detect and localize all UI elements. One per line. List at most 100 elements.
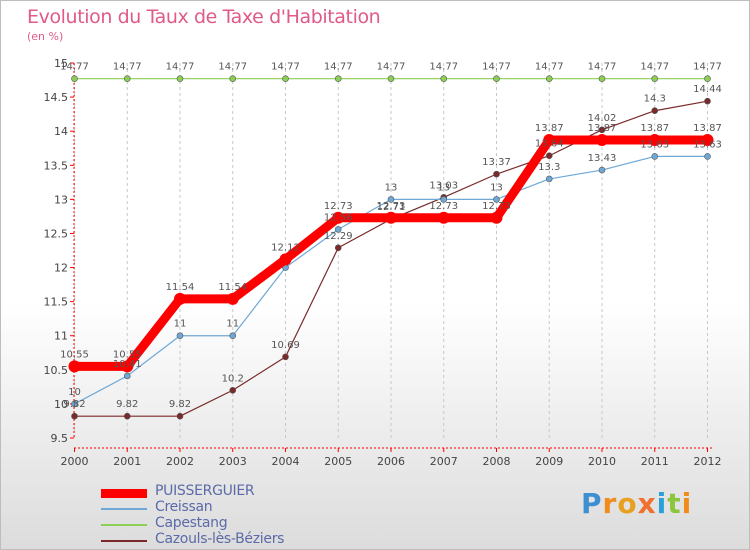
data-label-puisserguier: 10.55: [113, 349, 142, 360]
x-tick-label: 2010: [588, 455, 616, 468]
data-label-creissan: 13: [385, 182, 398, 193]
data-point-cazouls-2001: [123, 412, 131, 420]
data-label-capestang: 14.77: [693, 62, 722, 73]
logo-letter: P: [581, 487, 603, 520]
data-point-capestang-2007: [440, 75, 448, 82]
y-tick-label: 10: [54, 398, 68, 411]
data-point-puisserguier-2010: [596, 134, 608, 147]
data-point-creissan-2001: [123, 372, 131, 380]
data-point-puisserguier-2011: [648, 134, 661, 147]
data-point-creissan-2008: [493, 196, 500, 203]
data-label-creissan: 13: [437, 182, 450, 193]
data-label-puisserguier: 12.73: [482, 201, 511, 212]
y-tick-label: 11: [54, 330, 68, 343]
data-point-creissan-2007: [440, 196, 448, 203]
logo-letter: i: [681, 487, 693, 520]
data-label-capestang: 14.77: [271, 62, 300, 73]
x-tick-label: 2009: [535, 455, 563, 468]
chart-title: Evolution du Taux de Taxe d'Habitation: [27, 6, 381, 28]
x-tick-label: 2008: [483, 455, 511, 468]
legend-label-capestang: Capestang: [155, 515, 228, 531]
data-point-puisserguier-2007: [437, 211, 450, 224]
data-point-capestang-2006: [387, 75, 395, 82]
data-point-capestang-2011: [651, 75, 659, 82]
data-point-puisserguier-2004: [279, 253, 292, 266]
legend-swatch-cazouls: [101, 540, 147, 542]
data-point-capestang-2000: [71, 75, 78, 82]
data-label-puisserguier: 12.73: [429, 201, 458, 212]
data-point-puisserguier-2009: [543, 134, 556, 147]
x-tick-label: 2003: [219, 455, 247, 468]
data-point-cazouls-2000: [71, 412, 78, 420]
data-point-puisserguier-2003: [226, 292, 239, 305]
y-tick-label: 15: [54, 57, 68, 70]
y-tick-label: 12: [54, 262, 68, 275]
data-point-cazouls-2011: [651, 107, 659, 115]
data-point-cazouls-2010: [598, 126, 606, 134]
data-label-puisserguier: 13.87: [588, 123, 617, 134]
data-point-cazouls-2008: [493, 170, 500, 178]
data-label-capestang: 14.77: [429, 62, 458, 73]
data-point-cazouls-2005: [334, 244, 342, 252]
data-point-puisserguier-2005: [332, 211, 345, 224]
data-label-puisserguier: 12.73: [377, 201, 406, 212]
data-label-capestang: 14.77: [588, 62, 617, 73]
x-tick-label: 2005: [324, 455, 352, 468]
data-point-creissan-2009: [545, 175, 553, 183]
legend-label-creissan: Creissan: [155, 499, 213, 515]
data-label-creissan: 13.63: [693, 139, 722, 150]
data-point-puisserguier-2012: [701, 134, 714, 147]
data-label-puisserguier: 10.55: [60, 349, 89, 360]
data-point-creissan-2010: [598, 166, 606, 174]
x-tick-label: 2002: [166, 455, 194, 468]
data-label-puisserguier: 12.73: [324, 201, 353, 212]
legend-label-puisserguier: PUISSERGUIER: [155, 483, 255, 499]
data-point-cazouls-2009: [545, 152, 553, 160]
data-point-capestang-2012: [704, 75, 711, 82]
data-label-cazouls: 9.82: [116, 399, 138, 410]
data-point-creissan-2006: [387, 196, 395, 203]
data-label-puisserguier: 11.54: [218, 282, 247, 293]
legend-label-cazouls: Cazouls-lès-Béziers: [155, 531, 285, 547]
data-point-puisserguier-2001: [121, 360, 134, 373]
data-point-capestang-2003: [229, 75, 237, 82]
legend-item-capestang: Capestang: [101, 515, 341, 533]
data-label-capestang: 14.77: [535, 62, 564, 73]
data-label-capestang: 14.77: [113, 62, 142, 73]
y-tick-label: 14: [54, 125, 68, 138]
data-point-capestang-2001: [123, 75, 131, 82]
data-point-creissan-2000: [71, 400, 78, 408]
x-tick-label: 2006: [377, 455, 405, 468]
x-tick-label: 2007: [430, 455, 458, 468]
data-point-creissan-2002: [176, 332, 184, 340]
data-label-cazouls: 13.64: [535, 139, 564, 150]
legend-item-cazouls: Cazouls-lès-Béziers: [101, 531, 341, 549]
data-point-capestang-2009: [545, 75, 553, 82]
data-label-creissan: 11: [226, 319, 239, 330]
data-label-capestang: 14.77: [218, 62, 247, 73]
data-point-capestang-2004: [282, 75, 289, 82]
data-label-creissan: 11: [174, 319, 187, 330]
data-label-capestang: 14.77: [640, 62, 669, 73]
logo-letter: r: [602, 487, 618, 520]
data-point-cazouls-2003: [229, 386, 237, 394]
data-point-creissan-2003: [229, 332, 237, 340]
x-tick-label: 2011: [641, 455, 669, 468]
data-label-capestang: 14.77: [324, 62, 353, 73]
data-label-puisserguier: 12.12: [271, 242, 300, 253]
data-label-creissan: 13: [490, 182, 503, 193]
y-tick-label: 12.5: [44, 227, 69, 240]
logo-letter: o: [617, 487, 638, 520]
data-label-cazouls: 12.71: [377, 202, 406, 213]
x-tick-label: 2012: [694, 455, 722, 468]
data-point-creissan-2005: [334, 226, 342, 233]
data-point-capestang-2008: [493, 75, 500, 82]
y-tick-label: 9.5: [51, 432, 69, 445]
logo-letter: i: [656, 487, 668, 520]
data-label-cazouls: 13.03: [429, 180, 458, 191]
data-label-puisserguier: 13.87: [693, 123, 722, 134]
data-point-capestang-2005: [334, 75, 342, 82]
data-point-puisserguier-2002: [174, 292, 186, 305]
x-tick-label: 2001: [113, 455, 141, 468]
